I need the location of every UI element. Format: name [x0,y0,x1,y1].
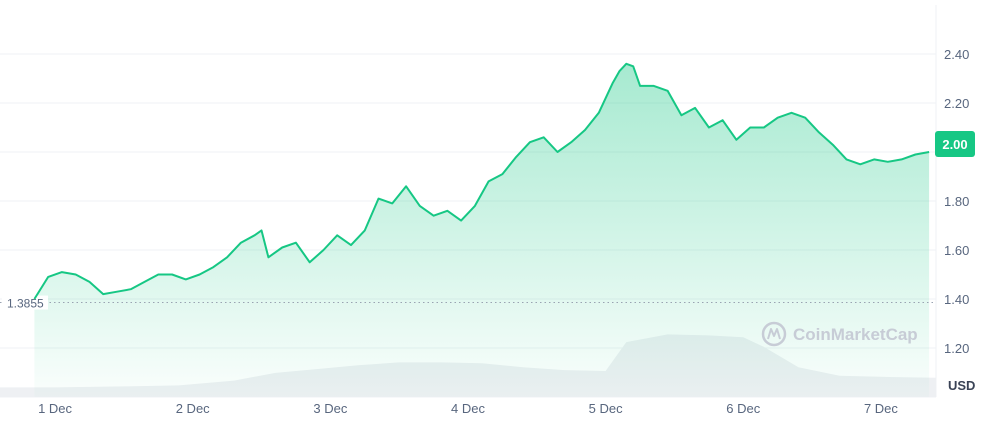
price-area [34,63,930,398]
price-line [33,62,930,300]
y-tick-label: 1.80 [944,194,969,209]
x-tick-label: 4 Dec [451,401,485,416]
reference-line-label: 1.3855 [7,297,44,311]
y-tick-label: 1.20 [944,341,969,356]
y-tick-label: 2.40 [944,47,969,62]
current-price-label: 2.00 [942,137,967,152]
y-axis-unit: USD [948,378,975,393]
reference-line-group: 1.3855 [0,295,936,311]
current-price-badge-bg [935,131,975,157]
price-area-fill [34,63,930,398]
x-tick-label: 5 Dec [589,401,623,416]
current-price-badge: 2.00 [935,131,975,157]
price-line-group [33,62,930,300]
x-tick-label: 3 Dec [313,401,347,416]
y-tick-label: 2.20 [944,96,969,111]
coinmarketcap-watermark: CoinMarketCap [761,321,918,347]
x-tick-label: 6 Dec [726,401,760,416]
y-tick-label: 1.60 [944,243,969,258]
coinmarketcap-logo-icon [761,321,787,347]
y-tick-label: 1.40 [944,292,969,307]
x-tick-label: 1 Dec [38,401,72,416]
y-axis: 1.20 1.40 1.60 1.80 2.00 2.20 2.40 [944,47,969,356]
watermark-text: CoinMarketCap [793,325,918,344]
x-axis: 1 Dec 2 Dec 3 Dec 4 Dec 5 Dec 6 Dec 7 Dec [38,401,898,416]
x-tick-label: 2 Dec [176,401,210,416]
reference-label-bg [2,295,48,310]
x-tick-label: 7 Dec [864,401,898,416]
